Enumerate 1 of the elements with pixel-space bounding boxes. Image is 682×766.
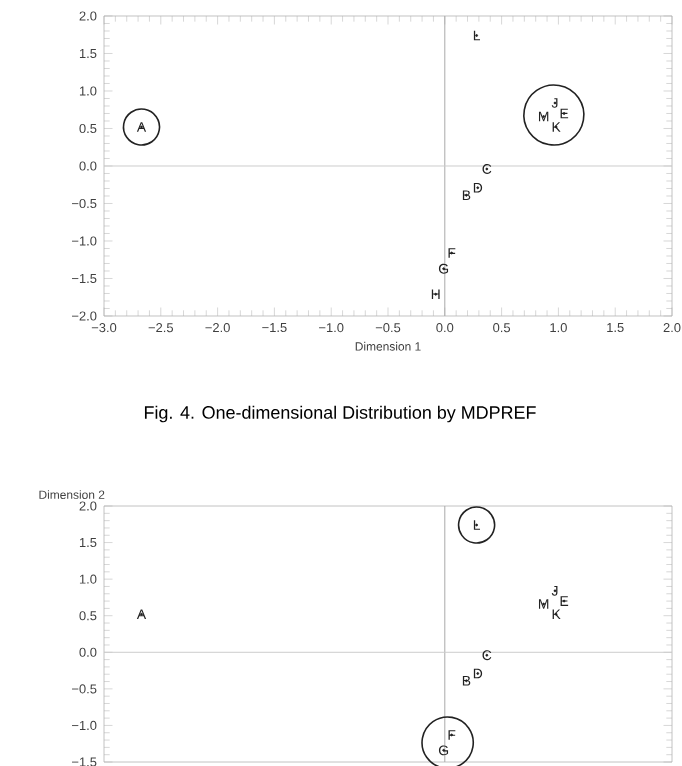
caption: Fig. 4. One-dimensional Distribution by MDPREF	[144, 405, 536, 423]
